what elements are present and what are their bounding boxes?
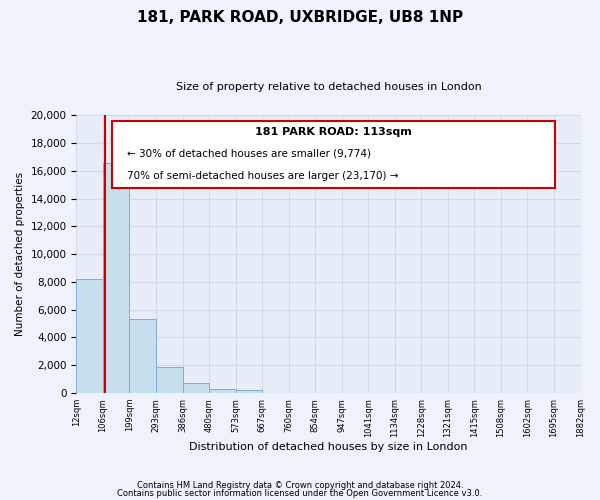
Text: ← 30% of detached houses are smaller (9,774): ← 30% of detached houses are smaller (9,… <box>127 149 371 159</box>
Title: Size of property relative to detached houses in London: Size of property relative to detached ho… <box>176 82 481 92</box>
Text: 70% of semi-detached houses are larger (23,170) →: 70% of semi-detached houses are larger (… <box>127 171 398 181</box>
Bar <box>76 279 103 393</box>
Bar <box>103 162 130 393</box>
Bar <box>130 320 156 393</box>
X-axis label: Distribution of detached houses by size in London: Distribution of detached houses by size … <box>189 442 468 452</box>
Text: 181 PARK ROAD: 113sqm: 181 PARK ROAD: 113sqm <box>255 126 412 136</box>
FancyBboxPatch shape <box>112 121 555 188</box>
Bar <box>182 382 209 393</box>
Text: 181, PARK ROAD, UXBRIDGE, UB8 1NP: 181, PARK ROAD, UXBRIDGE, UB8 1NP <box>137 10 463 25</box>
Y-axis label: Number of detached properties: Number of detached properties <box>15 172 25 336</box>
Bar <box>156 368 182 393</box>
Bar <box>236 390 262 393</box>
Text: Contains HM Land Registry data © Crown copyright and database right 2024.: Contains HM Land Registry data © Crown c… <box>137 481 463 490</box>
Bar <box>209 389 236 393</box>
Text: Contains public sector information licensed under the Open Government Licence v3: Contains public sector information licen… <box>118 488 482 498</box>
